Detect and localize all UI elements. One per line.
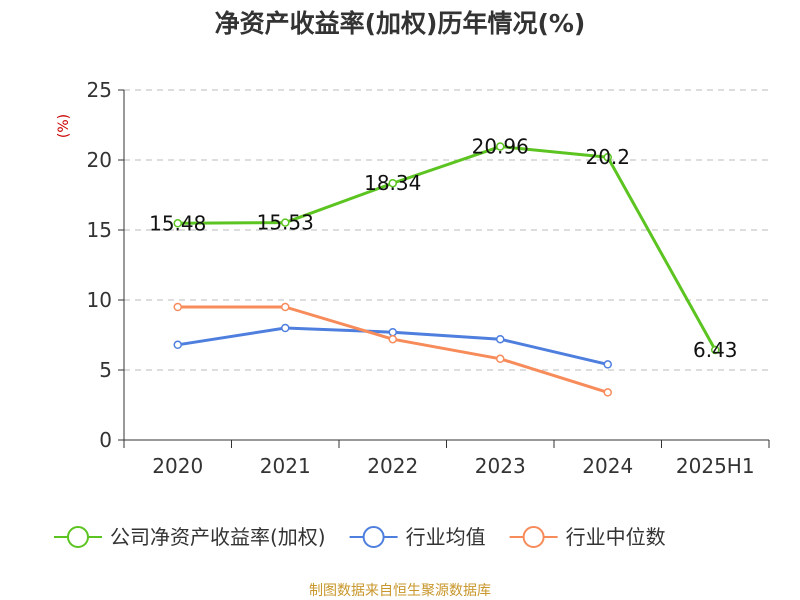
x-tick-label: 2021 [260,454,311,478]
series-lines [173,142,720,397]
data-point [711,345,720,355]
legend-label: 行业中位数 [566,525,666,549]
data-label: 20.96 [472,135,529,159]
data-point [603,388,612,397]
axes: 0 5 10 15 20 25 2020 2021 2022 2023 2024 2025H1 [87,78,770,478]
legend-label: 公司净资产收益率(加权) [110,525,326,549]
x-tick-label: 2023 [475,454,526,478]
data-point [388,327,397,337]
x-tick-label: 2022 [367,454,418,478]
source-note: 制图数据来自恒生聚源数据库 [309,583,491,599]
y-tick-label: 10 [87,288,112,312]
data-label: 18.34 [364,171,421,195]
series-line-0 [177,145,717,351]
x-tick-label: 2024 [582,454,633,478]
data-point [281,302,290,312]
chart-title: 净资产收益率(加权)历年情况(%) [215,9,586,38]
data-label: 20.2 [585,145,630,169]
y-tick-label: 0 [99,428,112,452]
data-point [603,152,612,162]
legend: 公司净资产收益率(加权) 行业均值 行业中位数 [54,525,666,549]
data-point [173,219,182,228]
data-label: 15.53 [257,211,314,235]
data-point [173,340,182,350]
data-point [388,334,397,344]
data-label: 15.48 [149,211,206,235]
y-tick-label: 25 [87,78,112,102]
y-tick-label: 20 [87,148,112,172]
legend-label: 行业均值 [406,525,486,549]
grid-lines [124,89,769,371]
legend-swatch-marker [67,526,89,548]
data-point [603,360,612,369]
data-point [281,323,290,333]
y-tick-label: 15 [87,218,112,242]
legend-swatch-marker [362,526,385,548]
y-tick-label: 5 [99,358,112,382]
data-point [496,334,505,344]
data-label: 6.43 [693,338,738,362]
data-point [496,354,505,364]
data-point [173,302,182,312]
data-point [388,178,397,188]
data-labels: 15.48 15.53 18.34 20.96 20.2 6.43 [149,135,737,362]
y-unit-label: (%) [56,114,72,138]
x-tick-label: 2020 [152,454,203,478]
x-tick-label: 2025H1 [676,454,755,478]
data-point [496,142,505,151]
data-point [281,218,290,227]
legend-swatch-marker [522,526,545,548]
